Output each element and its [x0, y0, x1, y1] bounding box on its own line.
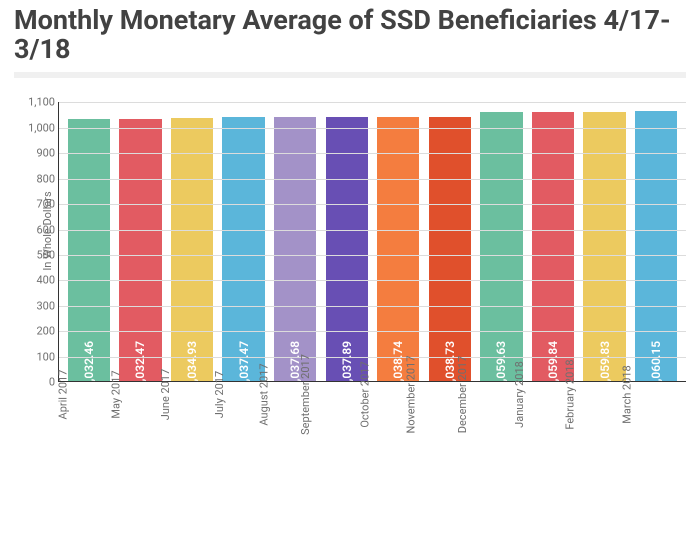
- bar-value-label: $1,038.73: [443, 341, 457, 395]
- bar-slot: $1,032.47: [115, 102, 167, 381]
- bar-value-label: $1,034.93: [185, 341, 199, 395]
- gridline: [59, 255, 686, 256]
- bar-slot: $1,038.73: [424, 102, 476, 381]
- y-tick-label: 1,000: [17, 121, 55, 134]
- bar-slot: $1,037.47: [218, 102, 270, 381]
- y-tick-label: 0: [17, 376, 55, 389]
- y-tick-label: 100: [17, 350, 55, 363]
- bar-slot: $1,059.84: [527, 102, 579, 381]
- bar-slot: $1,038.74: [372, 102, 424, 381]
- bar-value-label: $1,059.83: [598, 341, 612, 395]
- gridline: [59, 230, 686, 231]
- bar: $1,037.47: [222, 117, 264, 381]
- bar-slot: $1,060.15: [630, 102, 682, 381]
- gridline: [59, 128, 686, 129]
- gridline: [59, 102, 686, 103]
- bars-container: $1,032.46$1,032.47$1,034.93$1,037.47$1,0…: [59, 102, 686, 381]
- page-title: Monthly Monetary Average of SSD Benefici…: [0, 0, 700, 72]
- bar-value-label: $1,032.47: [133, 341, 147, 395]
- bar-slot: $1,059.63: [476, 102, 528, 381]
- gridline: [59, 306, 686, 307]
- bar-value-label: $1,060.15: [649, 341, 663, 395]
- bar: $1,059.83: [583, 112, 625, 382]
- chart-container: In Whole Dollars $1,032.46$1,032.47$1,03…: [0, 80, 700, 382]
- bar: $1,060.15: [635, 111, 677, 381]
- bar-slot: $1,034.93: [166, 102, 218, 381]
- y-tick-label: 800: [17, 172, 55, 185]
- bar-value-label: $1,059.63: [494, 341, 508, 395]
- bar: $1,037.68: [274, 117, 316, 381]
- bar: $1,034.93: [171, 118, 213, 381]
- y-tick-label: 900: [17, 147, 55, 160]
- bar-slot: $1,037.68: [269, 102, 321, 381]
- bar-slot: $1,032.46: [63, 102, 115, 381]
- gridline: [59, 153, 686, 154]
- bar: $1,032.46: [68, 119, 110, 382]
- bar-value-label: $1,059.84: [546, 341, 560, 395]
- bar: $1,059.84: [532, 112, 574, 382]
- gridline: [59, 331, 686, 332]
- bar-value-label: $1,032.46: [82, 341, 96, 395]
- bar-slot: $1,059.83: [579, 102, 631, 381]
- gridline: [59, 204, 686, 205]
- divider: [14, 72, 686, 78]
- bar-value-label: $1,038.74: [391, 341, 405, 395]
- y-tick-label: 200: [17, 325, 55, 338]
- gridline: [59, 357, 686, 358]
- gridline: [59, 179, 686, 180]
- bar-slot: $1,037.89: [321, 102, 373, 381]
- y-tick-label: 1,100: [17, 96, 55, 109]
- plot-area: $1,032.46$1,032.47$1,034.93$1,037.47$1,0…: [58, 102, 686, 382]
- bar: $1,038.74: [377, 117, 419, 381]
- gridline: [59, 280, 686, 281]
- bar: $1,059.63: [480, 112, 522, 382]
- y-tick-label: 300: [17, 299, 55, 312]
- y-tick-label: 400: [17, 274, 55, 287]
- bar: $1,032.47: [119, 119, 161, 382]
- y-tick-label: 600: [17, 223, 55, 236]
- y-tick-label: 500: [17, 249, 55, 262]
- bar-value-label: $1,037.47: [237, 341, 251, 395]
- bar: $1,038.73: [429, 117, 471, 381]
- y-tick-label: 700: [17, 198, 55, 211]
- bar-value-label: $1,037.89: [340, 341, 354, 395]
- bar: $1,037.89: [326, 117, 368, 381]
